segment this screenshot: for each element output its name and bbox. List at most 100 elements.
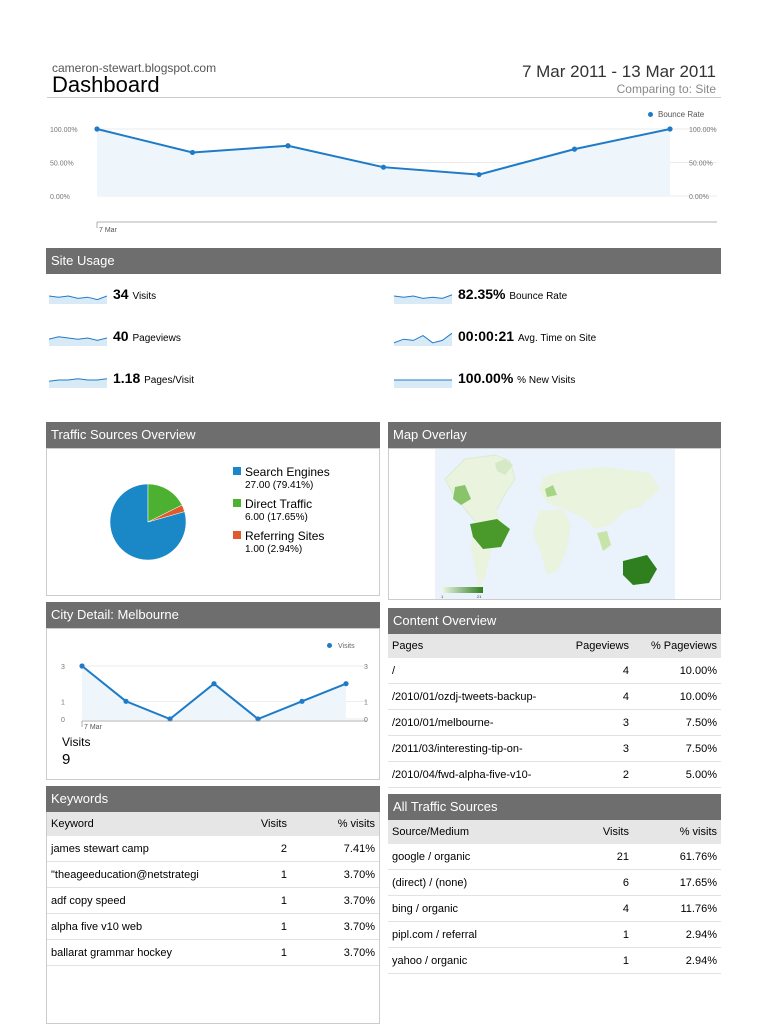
- pie-slice-direct-traffic: [147, 483, 183, 523]
- legend-name: Referring Sites: [245, 529, 325, 543]
- metric-pages-visit[interactable]: 1.18 Pages/Visit: [113, 370, 194, 386]
- legend-name: Direct Traffic: [245, 497, 313, 511]
- source-pct-cell: 61.76%: [633, 844, 721, 870]
- table-row[interactable]: adf copy speed 1 3.70%: [47, 887, 379, 914]
- metric-label: Avg. Time on Site: [517, 333, 597, 344]
- table-row[interactable]: google / organic 21 61.76%: [388, 844, 721, 870]
- site-usage-header: Site Usage: [46, 248, 721, 274]
- x-tick-label: 7 Mar: [84, 724, 103, 731]
- col-pct-pageviews[interactable]: % Pageviews: [633, 634, 721, 658]
- page-name-cell[interactable]: /2011/03/interesting-tip-on-: [388, 735, 555, 762]
- source-name-cell[interactable]: pipl.com / referral: [388, 921, 565, 948]
- keyword-name-cell[interactable]: "theageeducation@netstrategi: [47, 861, 233, 888]
- table-row[interactable]: james stewart camp 2 7.41%: [47, 836, 379, 862]
- table-row[interactable]: (direct) / (none) 6 17.65%: [388, 869, 721, 896]
- data-point: [380, 164, 387, 170]
- metric-value: 82.35%: [458, 286, 506, 302]
- metric-label: % New Visits: [517, 375, 576, 386]
- keyword-name-cell[interactable]: james stewart camp: [47, 836, 233, 862]
- source-pct-cell: 11.76%: [633, 895, 721, 922]
- metric-label: Bounce Rate: [509, 291, 568, 302]
- table-row[interactable]: /2010/01/melbourne- 3 7.50%: [388, 709, 721, 736]
- metric-visits[interactable]: 34 Visits: [113, 286, 156, 302]
- metric--new-visits[interactable]: 100.00% % New Visits: [458, 370, 575, 386]
- table-row[interactable]: ballarat grammar hockey 1 3.70%: [47, 939, 379, 966]
- bounce-rate-chart: 100.00% 100.00% 50.00% 50.00% 0.00% 0.00% 7 Ma…: [50, 126, 717, 234]
- traffic-sources-header: Traffic Sources Overview: [46, 422, 380, 448]
- source-name-cell[interactable]: bing / organic: [388, 895, 565, 922]
- source-pct-cell: 2.94%: [633, 947, 721, 974]
- y-tick-label-right: 1: [364, 699, 368, 706]
- all-traffic-header: All Traffic Sources: [388, 794, 721, 820]
- page-name-cell[interactable]: /2010/04/fwd-alpha-five-v10-: [388, 761, 555, 788]
- table-row[interactable]: bing / organic 4 11.76%: [388, 895, 721, 922]
- main-chart-legend: Bounce Rate: [648, 110, 704, 119]
- table-row[interactable]: pipl.com / referral 1 2.94%: [388, 921, 721, 948]
- page-pct-cell: 5.00%: [633, 761, 721, 788]
- source-name-cell[interactable]: yahoo / organic: [388, 947, 565, 974]
- legend-detail: 1.00 (2.94%): [245, 544, 303, 555]
- legend-swatch: [233, 531, 241, 539]
- data-point: [211, 681, 217, 687]
- data-point: [343, 681, 349, 687]
- source-name-cell[interactable]: (direct) / (none): [388, 869, 565, 896]
- table-row[interactable]: alpha five v10 web 1 3.70%: [47, 913, 379, 940]
- table-row[interactable]: /2010/01/ozdj-tweets-backup- 4 10.00%: [388, 683, 721, 710]
- table-row[interactable]: "theageeducation@netstrategi 1 3.70%: [47, 861, 379, 888]
- col-visits[interactable]: Visits: [233, 812, 291, 836]
- legend-dot-icon: [648, 112, 653, 117]
- keyword-pct-cell: 7.41%: [291, 836, 379, 862]
- page-name-cell[interactable]: /2010/01/ozdj-tweets-backup-: [388, 683, 555, 710]
- map-overlay-panel: 1 21: [388, 448, 721, 600]
- keywords-panel: Keyword Visits % visits james stewart ca…: [46, 812, 380, 1024]
- y-tick-label-left: 0: [61, 717, 65, 724]
- date-range[interactable]: 7 Mar 2011 - 13 Mar 2011: [521, 62, 716, 81]
- col-pages[interactable]: Pages: [388, 634, 555, 658]
- col-pct-visits[interactable]: % visits: [291, 812, 379, 836]
- map-scale-max: 21: [477, 594, 482, 599]
- keyword-name-cell[interactable]: adf copy speed: [47, 887, 233, 914]
- col-pageviews[interactable]: Pageviews: [555, 634, 633, 658]
- data-point: [123, 698, 129, 704]
- y-tick-label-right: 0.00%: [689, 194, 709, 201]
- data-point: [255, 716, 261, 722]
- metric-avg-time-on-site[interactable]: 00:00:21 Avg. Time on Site: [458, 328, 596, 344]
- legend-item[interactable]: Direct Traffic 6.00 (17.65%): [233, 495, 330, 523]
- world-map[interactable]: [435, 449, 675, 599]
- metric-bounce-rate[interactable]: 82.35% Bounce Rate: [458, 286, 567, 302]
- sparkline: [49, 336, 107, 346]
- keyword-count-cell: 1: [233, 887, 291, 914]
- metric-label: Visits: [132, 291, 157, 302]
- metric-pageviews[interactable]: 40 Pageviews: [113, 328, 181, 344]
- y-tick-label-left: 50.00%: [50, 161, 74, 168]
- y-tick-label-right: 100.00%: [689, 127, 717, 134]
- keyword-name-cell[interactable]: alpha five v10 web: [47, 913, 233, 940]
- page-name-cell[interactable]: /2010/01/melbourne-: [388, 709, 555, 736]
- keyword-pct-cell: 3.70%: [291, 913, 379, 940]
- col-pct-visits[interactable]: % visits: [633, 820, 721, 844]
- data-point: [299, 698, 305, 704]
- table-row[interactable]: /4 10.00%: [388, 658, 721, 684]
- city-metric-value: 9: [62, 751, 71, 768]
- table-row[interactable]: yahoo / organic 1 2.94%: [388, 947, 721, 974]
- keyword-pct-cell: 3.70%: [291, 887, 379, 914]
- col-visits[interactable]: Visits: [565, 820, 633, 844]
- legend-item[interactable]: Referring Sites 1.00 (2.94%): [233, 527, 330, 555]
- sparkline: [49, 378, 107, 388]
- city-legend-label: Visits: [338, 643, 355, 650]
- metric-value: 40: [113, 328, 129, 344]
- traffic-sources-panel: Search Engines 27.00 (79.41%) Direct Traff…: [46, 448, 380, 596]
- data-point: [79, 663, 85, 669]
- source-name-cell[interactable]: google / organic: [388, 844, 565, 870]
- keyword-name-cell[interactable]: ballarat grammar hockey: [47, 939, 233, 966]
- page-name-cell[interactable]: /: [388, 658, 555, 684]
- page-pct-cell: 7.50%: [633, 709, 721, 736]
- table-row[interactable]: /2011/03/interesting-tip-on- 3 7.50%: [388, 735, 721, 762]
- col-keyword[interactable]: Keyword: [47, 812, 233, 836]
- legend-item[interactable]: Search Engines 27.00 (79.41%): [233, 463, 330, 491]
- data-point: [189, 149, 196, 156]
- content-overview-header: Content Overview: [388, 608, 721, 634]
- col-source-medium[interactable]: Source/Medium: [388, 820, 565, 844]
- table-row[interactable]: /2010/04/fwd-alpha-five-v10- 2 5.00%: [388, 761, 721, 788]
- main-chart-legend-label: Bounce Rate: [658, 110, 705, 119]
